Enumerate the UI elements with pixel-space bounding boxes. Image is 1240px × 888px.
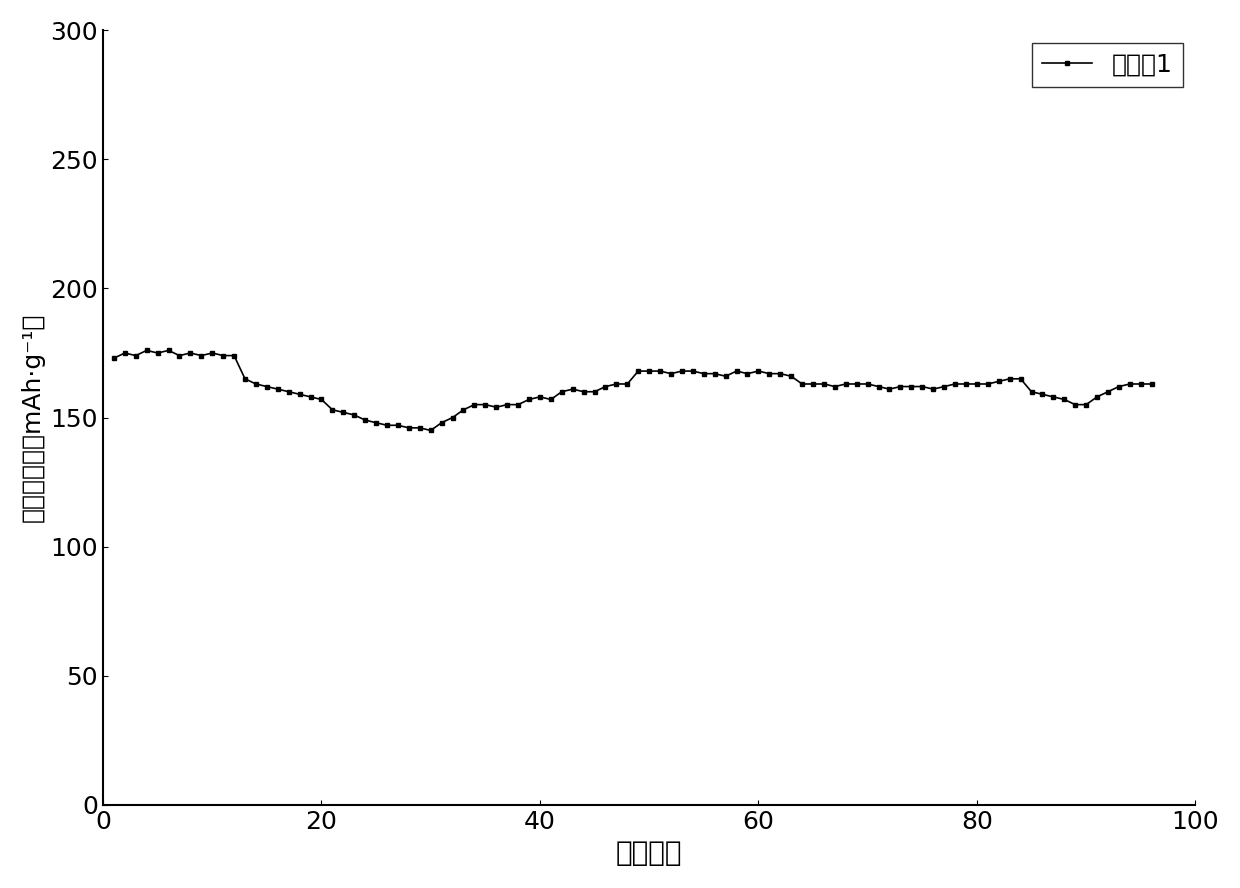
Line: 实施例1: 实施例1 xyxy=(112,348,1153,432)
实施例1 xyxy=(259,381,274,392)
实施例1 xyxy=(139,345,154,356)
实施例1 xyxy=(413,423,428,433)
实施例1 xyxy=(423,425,438,436)
Legend: 实施例1: 实施例1 xyxy=(1032,43,1183,87)
实施例1 xyxy=(1145,378,1159,389)
Y-axis label: 放电比容量（mAh·g⁻¹）: 放电比容量（mAh·g⁻¹） xyxy=(21,313,45,522)
实施例1 xyxy=(652,366,667,377)
X-axis label: 循环周期: 循环周期 xyxy=(616,839,682,868)
实施例1 xyxy=(577,386,591,397)
实施例1 xyxy=(686,366,701,377)
实施例1 xyxy=(107,353,122,363)
实施例1 xyxy=(1079,400,1094,410)
